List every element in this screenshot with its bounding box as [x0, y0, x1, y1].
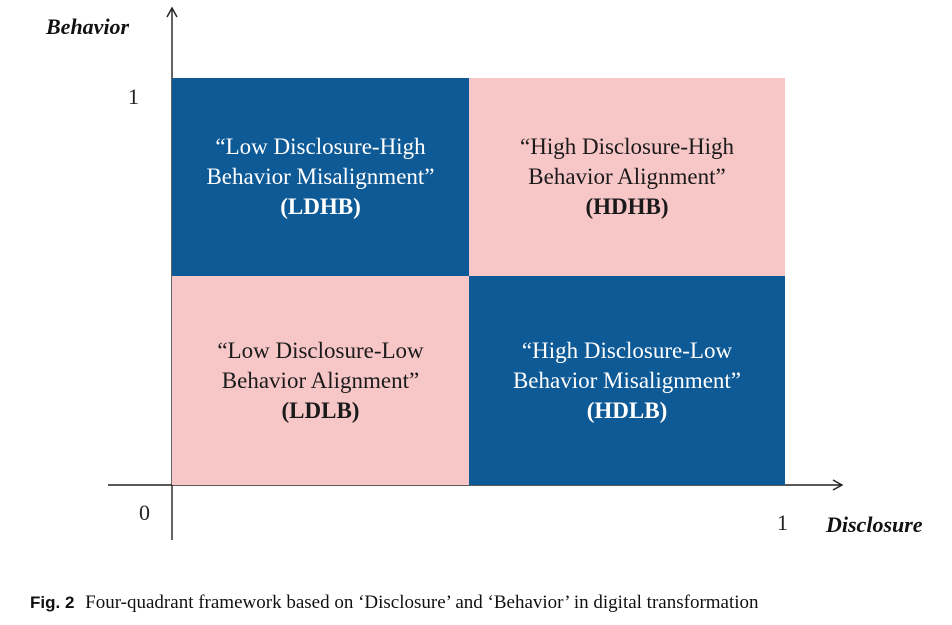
x-axis-title: Disclosure	[826, 512, 923, 537]
quadrant-bottom-right-line-1: “High Disclosure-Low	[521, 337, 733, 363]
y-axis-title: Behavior	[46, 14, 130, 39]
quadrant-bottom-right: “High Disclosure-Low Behavior Misalignme…	[469, 276, 785, 485]
quadrant-bottom-right-line-2: Behavior Misalignment”	[512, 367, 742, 393]
quadrant-bottom-left: “Low Disclosure-Low Behavior Alignment” …	[172, 276, 469, 485]
y-max-tick-label: 1	[128, 84, 139, 109]
quadrant-top-left-abbr: (LDHB)	[280, 194, 361, 219]
quadrant-bottom-right-abbr: (HDLB)	[586, 397, 668, 423]
quadrant-top-left: “Low Disclosure-High Behavior Misalignme…	[172, 78, 469, 276]
figure-caption: Fig. 2 Four-quadrant framework based on …	[30, 592, 759, 614]
x-max-tick-label: 1	[777, 510, 788, 535]
quadrant-top-right: “High Disclosure-High Behavior Alignment…	[469, 78, 785, 276]
figure-caption-label: Fig. 2	[30, 593, 75, 612]
quadrant-top-right-abbr: (HDHB)	[585, 194, 669, 219]
quadrant-top-left-line-1: “Low Disclosure-High	[215, 134, 426, 159]
quadrant-top-right-line-2: Behavior Alignment”	[528, 164, 726, 189]
figure-caption-text: Four-quadrant framework based on ‘Disclo…	[85, 592, 759, 613]
origin-tick-label: 0	[139, 500, 150, 525]
quadrant-top-right-line-1: “High Disclosure-High	[520, 134, 734, 159]
quadrant-top-left-line-2: Behavior Misalignment”	[206, 164, 435, 189]
quadrant-bottom-left-line-2: Behavior Alignment”	[221, 367, 420, 393]
quadrant-bottom-left-line-1: “Low Disclosure-Low	[217, 337, 424, 363]
quadrant-bottom-left-abbr: (LDLB)	[281, 397, 360, 423]
